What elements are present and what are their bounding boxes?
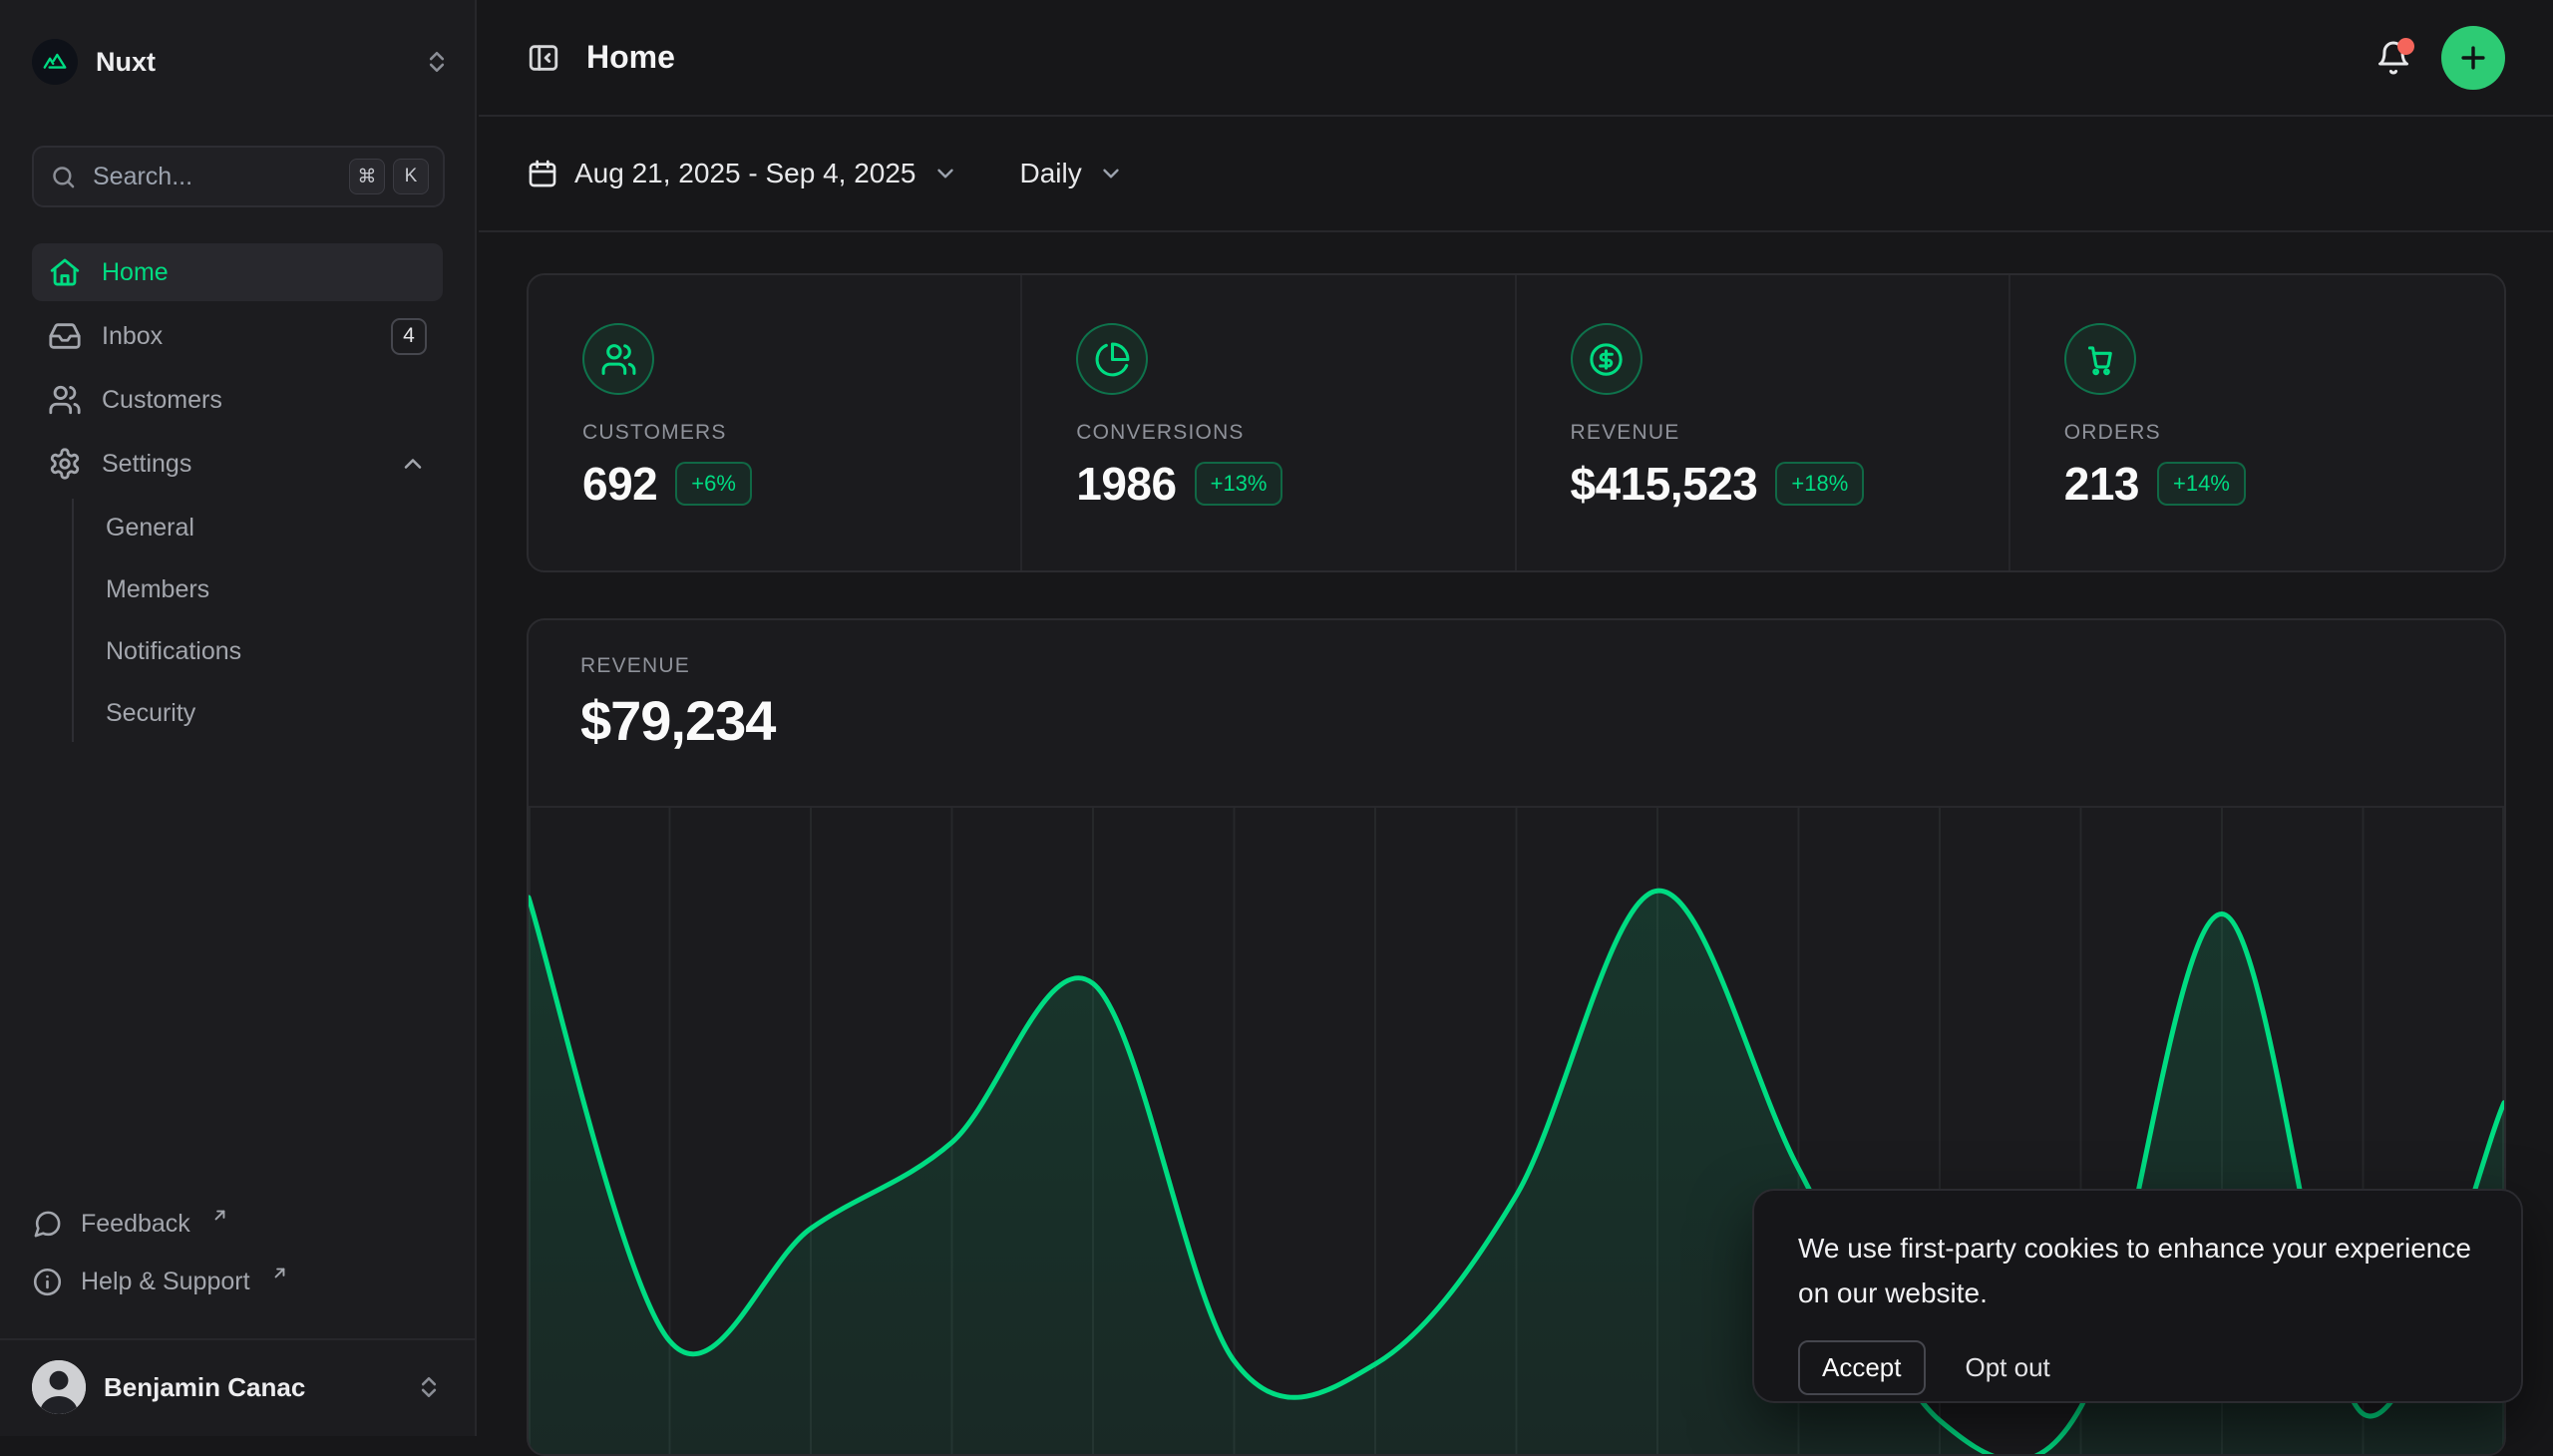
users-icon	[582, 323, 654, 395]
granularity-select[interactable]: Daily	[1020, 158, 1124, 189]
stat-delta-badge: +6%	[675, 462, 752, 506]
stat-label: ORDERS	[2064, 421, 2504, 445]
opt-out-button[interactable]: Opt out	[1966, 1352, 2050, 1383]
stat-value: $415,523	[1571, 457, 1758, 511]
shopping-cart-icon	[2064, 323, 2136, 395]
search-input[interactable]: Search... ⌘ K	[32, 146, 445, 207]
search-placeholder: Search...	[93, 163, 341, 191]
workspace-switcher[interactable]: Nuxt	[32, 30, 451, 94]
sidebar-item-home[interactable]: Home	[32, 243, 443, 301]
stat-value: 213	[2064, 457, 2139, 511]
granularity-value: Daily	[1020, 158, 1082, 189]
revenue-value: $79,234	[580, 688, 2504, 753]
date-range-picker[interactable]: Aug 21, 2025 - Sep 4, 2025	[527, 158, 958, 189]
search-icon	[50, 164, 77, 190]
sidebar-item-label: Settings	[102, 450, 191, 479]
stat-delta-badge: +18%	[1775, 462, 1864, 506]
stats-row: CUSTOMERS 692 +6% CONVERSIONS 1986 +13%	[527, 273, 2506, 572]
sub-item-label: Members	[106, 575, 209, 604]
sidebar: Nuxt Search... ⌘ K Home In	[0, 0, 477, 1436]
sub-item-label: Notifications	[106, 637, 241, 666]
sidebar-item-settings[interactable]: Settings	[32, 435, 443, 493]
sidebar-item-customers[interactable]: Customers	[32, 371, 443, 429]
stat-conversions[interactable]: CONVERSIONS 1986 +13%	[1022, 275, 1516, 570]
notifications-button[interactable]	[2375, 40, 2411, 76]
footer-link-label: Feedback	[81, 1210, 190, 1239]
sidebar-item-notifications[interactable]: Notifications	[74, 622, 443, 680]
chevron-down-icon	[932, 161, 958, 186]
external-link-icon	[270, 1264, 289, 1282]
help-support-link[interactable]: Help & Support	[32, 1253, 443, 1310]
sidebar-divider	[0, 1338, 475, 1340]
inbox-count-badge: 4	[391, 318, 427, 355]
sidebar-footer: Feedback Help & Support	[32, 1195, 443, 1310]
plus-icon	[2456, 41, 2490, 75]
nuxt-logo	[32, 39, 78, 85]
sidebar-item-general[interactable]: General	[74, 499, 443, 556]
sidebar-item-label: Inbox	[102, 322, 163, 351]
chevron-up-down-icon	[423, 48, 451, 76]
header: Home	[479, 0, 2553, 117]
unread-notification-dot	[2397, 38, 2414, 55]
sidebar-item-label: Customers	[102, 386, 222, 415]
stat-label: REVENUE	[1571, 421, 2008, 445]
external-link-icon	[210, 1206, 229, 1225]
stat-customers[interactable]: CUSTOMERS 692 +6%	[529, 275, 1022, 570]
header-actions	[2375, 26, 2505, 90]
sidebar-item-inbox[interactable]: Inbox 4	[32, 307, 443, 365]
stat-delta-badge: +13%	[1195, 462, 1283, 506]
chevron-up-down-icon	[415, 1373, 443, 1401]
sidebar-item-members[interactable]: Members	[74, 560, 443, 618]
stat-label: CUSTOMERS	[582, 421, 1020, 445]
stat-revenue[interactable]: REVENUE $415,523 +18%	[1517, 275, 2010, 570]
revenue-label: REVENUE	[580, 654, 2504, 678]
chevron-up-icon	[399, 450, 427, 478]
date-range-value: Aug 21, 2025 - Sep 4, 2025	[574, 158, 916, 189]
accept-button[interactable]: Accept	[1798, 1340, 1926, 1395]
sidebar-nav: Home Inbox 4 Customers Settings	[32, 243, 443, 746]
stat-value: 692	[582, 457, 657, 511]
user-menu[interactable]: Benjamin Canac	[20, 1350, 455, 1424]
cookie-message: We use first-party cookies to enhance yo…	[1798, 1227, 2477, 1316]
kbd-cmd: ⌘	[349, 159, 385, 194]
kbd-k: K	[393, 159, 429, 194]
footer-link-label: Help & Support	[81, 1268, 250, 1296]
stat-delta-badge: +14%	[2157, 462, 2246, 506]
cookie-banner: We use first-party cookies to enhance yo…	[1752, 1189, 2523, 1403]
stat-label: CONVERSIONS	[1076, 421, 1514, 445]
stat-orders[interactable]: ORDERS 213 +14%	[2010, 275, 2504, 570]
sidebar-item-security[interactable]: Security	[74, 684, 443, 742]
chat-bubble-icon	[32, 1209, 63, 1240]
home-icon	[48, 255, 82, 289]
gear-icon	[48, 447, 82, 481]
feedback-link[interactable]: Feedback	[32, 1195, 443, 1253]
sidebar-item-label: Home	[102, 258, 169, 287]
sub-item-label: General	[106, 514, 194, 543]
sub-item-label: Security	[106, 699, 195, 728]
panel-left-collapse-icon	[527, 41, 560, 75]
info-circle-icon	[32, 1267, 63, 1297]
users-icon	[48, 383, 82, 417]
add-button[interactable]	[2441, 26, 2505, 90]
inbox-icon	[48, 319, 82, 353]
workspace-name: Nuxt	[96, 47, 423, 78]
settings-subnav: General Members Notifications Security	[72, 499, 443, 742]
user-name: Benjamin Canac	[104, 1372, 415, 1403]
dollar-circle-icon	[1571, 323, 1642, 395]
filters-toolbar: Aug 21, 2025 - Sep 4, 2025 Daily	[479, 117, 2553, 232]
pie-chart-icon	[1076, 323, 1148, 395]
page-title: Home	[586, 39, 675, 76]
stat-value: 1986	[1076, 457, 1176, 511]
chevron-down-icon	[1098, 161, 1124, 186]
avatar	[32, 1360, 86, 1414]
sidebar-collapse-button[interactable]	[527, 41, 560, 75]
calendar-icon	[527, 158, 558, 189]
